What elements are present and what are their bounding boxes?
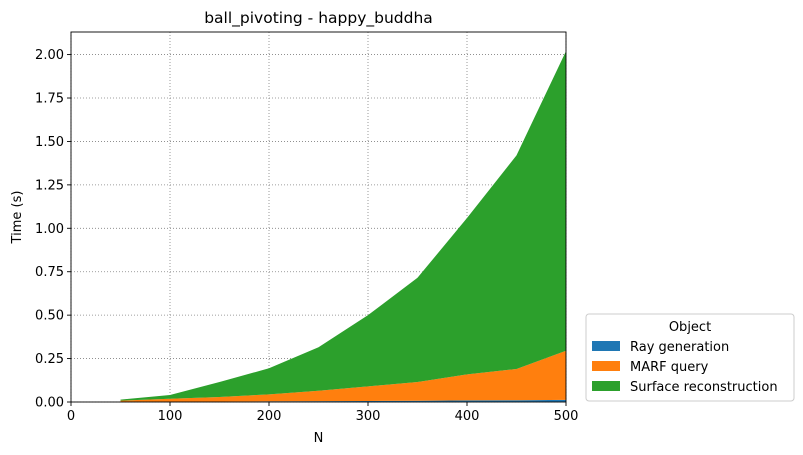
y-axis-label: Time (s) [10, 191, 25, 245]
x-tick-label: 300 [356, 409, 381, 424]
tick-labels: 0 100 200 300 400 500 0.00 0.25 0.50 0.75 1.00 1.25… [35, 48, 578, 424]
y-tick-label: 1.50 [35, 135, 64, 150]
area-marf-query [120, 350, 566, 402]
y-tick-label: 1.75 [35, 92, 64, 107]
y-tick-label: 0.00 [35, 396, 64, 411]
legend-label-marf-query: MARF query [630, 360, 709, 375]
y-tick-label: 1.25 [35, 178, 64, 193]
y-tick-label: 0.75 [35, 265, 64, 280]
y-tick-label: 0.25 [35, 352, 64, 367]
area-ray-generation [120, 399, 566, 402]
axes [70, 31, 567, 403]
y-tick-label: 1.00 [35, 222, 64, 237]
x-tick-label: 0 [67, 409, 75, 424]
legend-swatch-marf-query [592, 361, 620, 371]
area-surface-reconstruction [120, 51, 566, 401]
legend: Object Ray generation MARF query Surface re… [585, 313, 795, 402]
legend-label-ray-generation: Ray generation [630, 340, 729, 355]
legend-title: Object [669, 320, 711, 335]
x-tick-label: 500 [554, 409, 579, 424]
y-tick-label: 0.50 [35, 309, 64, 324]
x-axis-label: N [314, 431, 324, 446]
x-tick-label: 100 [158, 409, 183, 424]
chart-title: ball_pivoting - happy_buddha [204, 9, 433, 28]
legend-label-surface-reconstruction: Surface reconstruction [630, 380, 778, 395]
legend-box [585, 313, 795, 402]
x-tick-label: 400 [455, 409, 480, 424]
legend-swatch-surface-reconstruction [592, 381, 620, 391]
y-tick-label: 2.00 [35, 48, 64, 63]
plot-frame [70, 31, 567, 403]
legend-swatch-ray-generation [592, 341, 620, 351]
area-series-layer [120, 51, 566, 402]
x-tick-label: 200 [257, 409, 282, 424]
